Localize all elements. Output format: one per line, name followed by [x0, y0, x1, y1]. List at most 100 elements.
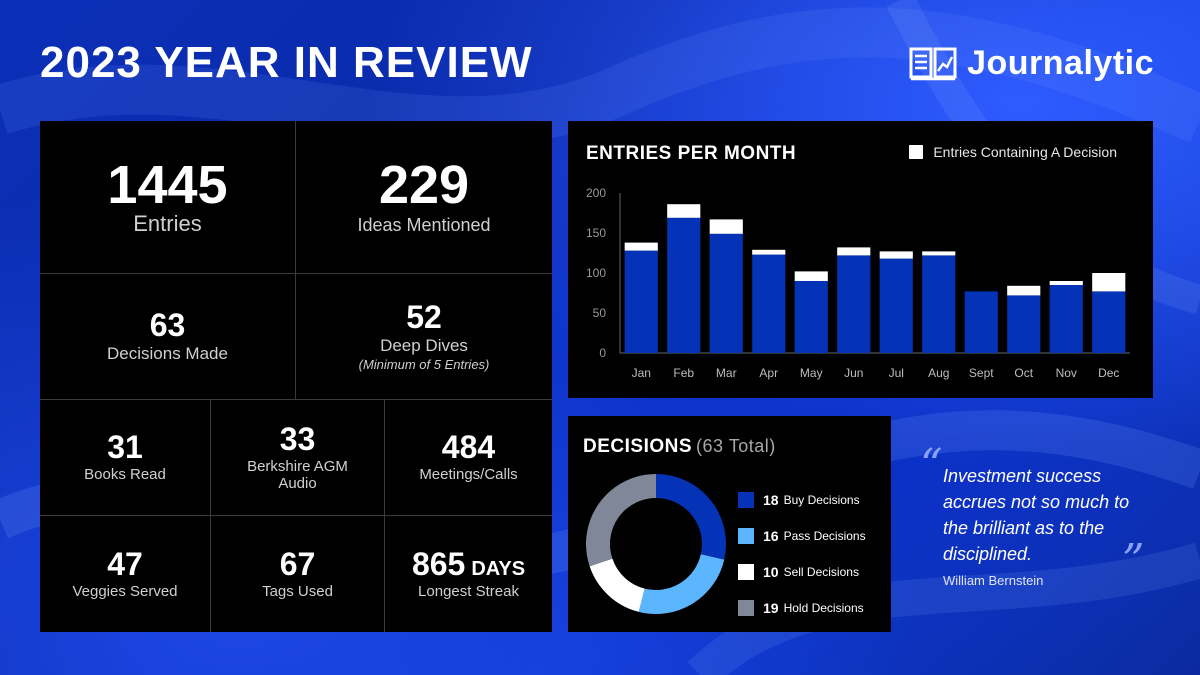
x-tick-label: Mar	[716, 366, 737, 380]
legend-swatch	[738, 564, 754, 580]
stat-label: Entries	[133, 210, 202, 236]
donut-slice	[638, 553, 725, 614]
stats-panel: 1445 Entries 229 Ideas Mentioned 63 Deci…	[40, 121, 552, 632]
quote-block: Investment success accrues not so much t…	[943, 463, 1148, 588]
bar-entries	[964, 291, 998, 353]
bar-decision-entries	[922, 251, 956, 256]
legend-label: Pass Decisions	[783, 529, 866, 543]
bar-entries	[837, 255, 871, 353]
bar-decision-entries	[879, 251, 913, 259]
stat-veggies: 47 Veggies Served	[40, 516, 211, 632]
bar-chart: 0 50 100 150 200 Jan Feb Mar Apr May Jun Jul Aug Sept…	[586, 186, 1130, 380]
decisions-legend-item: 18 Buy Decisions	[738, 482, 866, 518]
bar-entries	[624, 250, 658, 353]
stat-ideas: 229 Ideas Mentioned	[296, 121, 552, 274]
y-tick-label: 200	[586, 186, 606, 200]
x-tick-label: May	[800, 366, 823, 380]
open-quote-icon: “	[920, 440, 943, 491]
stat-tags: 67 Tags Used	[211, 516, 385, 632]
legend-label: Buy Decisions	[783, 493, 860, 507]
entries-chart-panel: ENTRIES PER MONTH Entries Containing A D…	[568, 121, 1153, 398]
x-tick-label: Dec	[1098, 366, 1119, 380]
stat-value: 33	[279, 421, 316, 457]
page-title: 2023 YEAR IN REVIEW	[40, 38, 533, 87]
decisions-legend: 18 Buy Decisions 16 Pass Decisions 10 Sell De…	[738, 482, 866, 626]
stat-deep-dives: 52 Deep Dives (Minimum of 5 Entries)	[296, 274, 552, 400]
decisions-title-row: DECISIONS (63 Total)	[583, 436, 776, 458]
x-tick-label: Aug	[928, 366, 949, 380]
decisions-legend-item: 16 Pass Decisions	[738, 518, 866, 554]
stat-agm: 33 Berkshire AGM Audio	[211, 400, 385, 516]
y-tick-label: 100	[586, 266, 606, 280]
legend-count: 10	[763, 564, 779, 580]
stat-label: Tags Used	[262, 582, 333, 600]
stat-entries: 1445 Entries	[40, 121, 296, 274]
stat-value: 67	[279, 545, 316, 582]
decisions-legend-item: 19 Hold Decisions	[738, 590, 866, 626]
y-tick-label: 50	[593, 306, 607, 320]
bar-entries	[1007, 295, 1041, 353]
decisions-legend-item: 10 Sell Decisions	[738, 554, 866, 590]
close-quote-icon: ”	[1122, 535, 1145, 586]
stat-label: Books Read	[84, 466, 166, 484]
bar-entries	[752, 254, 786, 353]
bar-decision-entries	[1092, 273, 1126, 292]
quote-text: Investment success accrues not so much t…	[943, 466, 1130, 564]
bar-decision-entries	[794, 271, 828, 281]
donut-slice	[586, 474, 657, 567]
stat-value: 47	[107, 545, 143, 582]
stat-decisions: 63 Decisions Made	[40, 274, 296, 400]
legend-label: Entries Containing A Decision	[933, 144, 1117, 160]
chart-legend: Entries Containing A Decision	[909, 144, 1117, 160]
bar-entries	[1049, 285, 1083, 353]
bar-decision-entries	[709, 219, 743, 234]
bar-entries	[667, 217, 701, 353]
chart-title: ENTRIES PER MONTH	[586, 143, 797, 164]
x-tick-label: Jun	[844, 366, 863, 380]
bar-decision-entries	[667, 204, 701, 218]
decisions-panel: DECISIONS (63 Total) 18 Buy Decisions 16 Pas…	[568, 416, 891, 632]
bar-entries	[879, 258, 913, 353]
legend-label: Hold Decisions	[783, 601, 864, 615]
y-tick-label: 150	[586, 226, 606, 240]
bar-decision-entries	[1049, 281, 1083, 285]
brand-name: Journalytic	[967, 44, 1154, 82]
legend-count: 16	[763, 528, 779, 544]
stat-note: (Minimum of 5 Entries)	[358, 357, 490, 373]
stat-value: 63	[149, 307, 186, 344]
donut-slice	[589, 558, 646, 612]
bar-decision-entries	[837, 247, 871, 256]
stat-value: 484	[441, 429, 496, 466]
legend-swatch	[738, 492, 754, 508]
brand-logo: Journalytic	[909, 44, 1154, 83]
stat-value-row: 865 DAYS	[412, 548, 525, 580]
journal-chart-icon	[909, 47, 957, 80]
legend-swatch	[738, 528, 754, 544]
donut-chart	[586, 474, 726, 614]
legend-swatch	[738, 600, 754, 616]
x-tick-label: Apr	[759, 366, 778, 380]
x-tick-label: Sept	[969, 366, 994, 380]
quote-author: William Bernstein	[943, 573, 1044, 588]
stat-meetings: 484 Meetings/Calls	[385, 400, 552, 516]
donut-slice	[655, 474, 726, 560]
stat-label: Meetings/Calls	[419, 466, 518, 484]
stat-value: 1445	[107, 154, 228, 215]
legend-count: 19	[763, 600, 779, 616]
stat-label: Decisions Made	[107, 344, 228, 364]
bar-entries	[922, 255, 956, 353]
stat-value: 31	[107, 429, 143, 466]
legend-swatch	[909, 145, 924, 159]
decisions-title: DECISIONS	[583, 436, 693, 457]
stat-value: 52	[406, 298, 442, 335]
x-tick-label: Jan	[632, 366, 651, 380]
x-tick-label: Feb	[673, 366, 694, 380]
stat-label: Deep Dives	[380, 335, 468, 355]
decisions-total: (63 Total)	[696, 436, 776, 456]
stat-label: Longest Streak	[418, 582, 519, 600]
bar-decision-entries	[1007, 285, 1041, 296]
stat-value: 865	[411, 545, 466, 582]
stat-label: Veggies Served	[72, 582, 178, 600]
x-tick-label: Oct	[1014, 366, 1033, 380]
y-tick-label: 0	[599, 346, 606, 360]
